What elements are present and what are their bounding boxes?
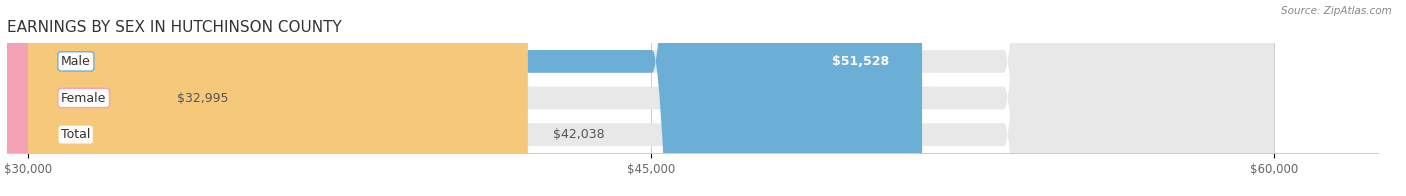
FancyBboxPatch shape xyxy=(28,0,1274,196)
Text: Male: Male xyxy=(60,55,91,68)
Text: $32,995: $32,995 xyxy=(177,92,229,104)
FancyBboxPatch shape xyxy=(0,0,298,196)
FancyBboxPatch shape xyxy=(28,0,527,196)
FancyBboxPatch shape xyxy=(28,0,1274,196)
FancyBboxPatch shape xyxy=(28,0,922,196)
FancyBboxPatch shape xyxy=(28,0,1274,196)
Text: Source: ZipAtlas.com: Source: ZipAtlas.com xyxy=(1281,6,1392,16)
Text: $42,038: $42,038 xyxy=(553,128,605,141)
Text: Total: Total xyxy=(60,128,90,141)
Text: EARNINGS BY SEX IN HUTCHINSON COUNTY: EARNINGS BY SEX IN HUTCHINSON COUNTY xyxy=(7,20,342,35)
Text: $51,528: $51,528 xyxy=(832,55,889,68)
Text: Female: Female xyxy=(60,92,107,104)
